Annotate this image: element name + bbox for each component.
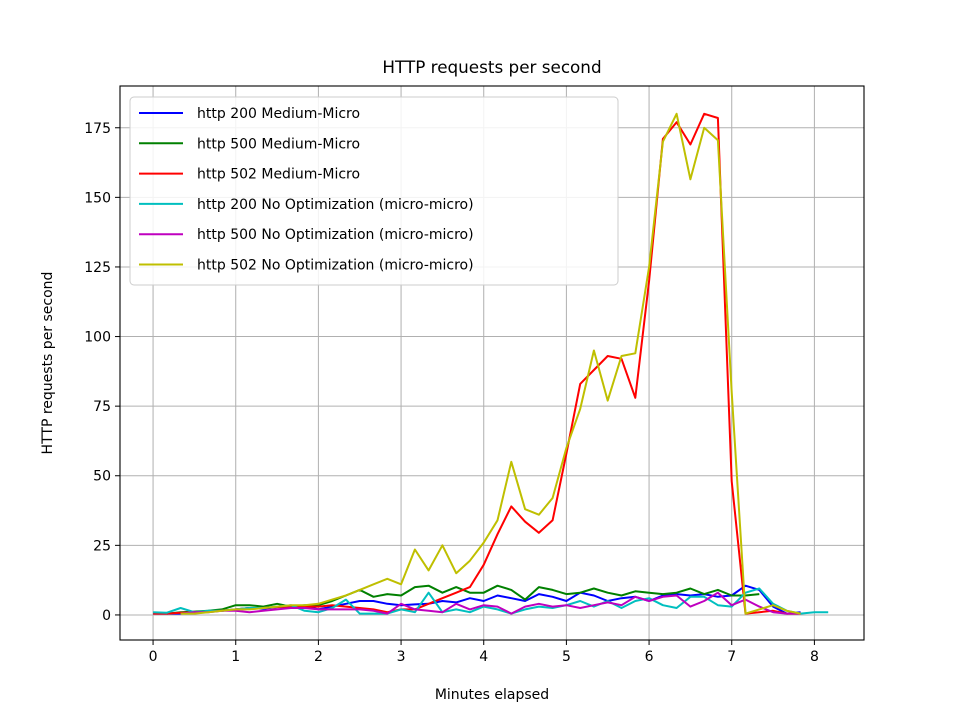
legend-entry-label: http 502 Medium-Micro: [197, 167, 360, 183]
x-tick-label: 7: [727, 649, 736, 665]
y-tick-label: 175: [84, 121, 111, 137]
legend-entry-label: http 500 Medium-Micro: [197, 136, 360, 152]
y-tick-label: 75: [93, 399, 111, 415]
series-line-5: [180, 591, 801, 615]
x-tick-label: 8: [810, 649, 819, 665]
legend-entry-label: http 200 No Optimization (micro-micro): [197, 197, 474, 213]
legend: http 200 Medium-Micro http 500 Medium-Mic…: [129, 96, 619, 286]
x-tick-label: 6: [645, 649, 654, 665]
legend-entry-label: http 500 No Optimization (micro-micro): [197, 227, 474, 243]
y-tick-label: 125: [84, 260, 111, 276]
x-tick-label: 2: [314, 649, 323, 665]
legend-entry-label: http 200 Medium-Micro: [197, 106, 360, 122]
y-tick-label: 25: [93, 538, 111, 554]
y-tick-label: 150: [84, 190, 111, 206]
legend-box: [129, 96, 619, 286]
x-tick-label: 4: [479, 649, 488, 665]
y-tick-label: 100: [84, 330, 111, 346]
x-tick-label: 3: [397, 649, 406, 665]
plot-frame: [119, 85, 865, 641]
x-axis-label: Minutes elapsed: [435, 687, 549, 703]
series-line-6: [180, 112, 801, 615]
x-tick-label: 5: [562, 649, 571, 665]
y-tick-label: 50: [93, 469, 111, 485]
y-tick-label: 0: [102, 608, 111, 624]
legend-entry-label: http 502 No Optimization (micro-micro): [197, 258, 474, 274]
chart-title: HTTP requests per second: [382, 57, 601, 77]
axis-ticks: 0 1 2 3 4 5 6 7 8 0 25 50 75 100 125 150 175: [84, 121, 819, 665]
y-axis-label: HTTP requests per second: [40, 272, 56, 455]
series-lines: [153, 112, 829, 615]
x-tick-label: 1: [231, 649, 240, 665]
x-tick-label: 0: [149, 649, 158, 665]
